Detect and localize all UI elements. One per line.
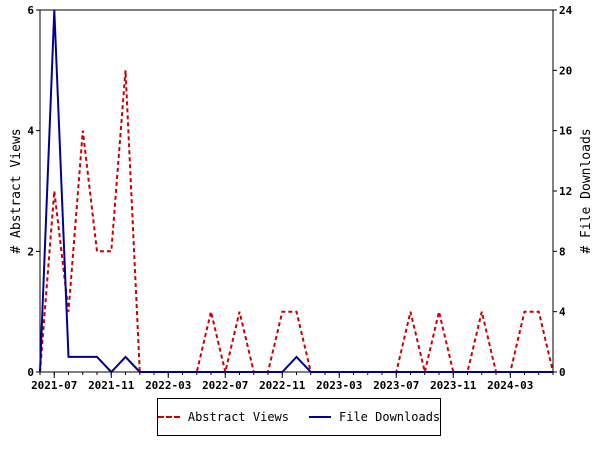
y-right-axis-title: # File Downloads xyxy=(579,128,594,253)
y-left-tick-label: 2 xyxy=(27,245,34,258)
x-tick-label: 2023-03 xyxy=(316,379,362,392)
x-tick-label: 2023-11 xyxy=(430,379,477,392)
x-tick-label: 2022-03 xyxy=(145,379,191,392)
x-tick-label: 2022-07 xyxy=(202,379,248,392)
y-right-tick-label: 12 xyxy=(559,185,572,198)
legend-item-abstract-views: Abstract Views xyxy=(157,410,289,424)
y-left-tick-label: 4 xyxy=(27,125,34,138)
series-line-abstract-views xyxy=(39,70,554,373)
legend-label-file-downloads: File Downloads xyxy=(339,410,441,424)
legend-item-file-downloads: File Downloads xyxy=(309,410,440,424)
y-right-tick-label: 24 xyxy=(559,4,573,17)
y-left-axis-title: # Abstract Views xyxy=(9,128,24,253)
y-right-tick-label: 0 xyxy=(559,366,566,379)
file-downloads-swatch xyxy=(309,416,331,418)
y-left-tick-label: 0 xyxy=(27,366,34,379)
x-tick-label: 2021-07 xyxy=(31,379,77,392)
abstract-views-swatch xyxy=(157,416,180,418)
y-right-tick-label: 8 xyxy=(559,245,566,258)
legend-label-abstract-views: Abstract Views xyxy=(187,410,289,424)
y-right-tick-label: 20 xyxy=(559,64,572,77)
y-right-tick-label: 16 xyxy=(559,125,573,138)
x-tick-label: 2023-07 xyxy=(373,379,419,392)
y-right-tick-label: 4 xyxy=(559,306,566,319)
y-left-tick-label: 6 xyxy=(27,4,34,17)
x-tick-label: 2022-11 xyxy=(259,379,306,392)
x-tick-label: 2024-03 xyxy=(487,379,533,392)
legend: Abstract Views File Downloads xyxy=(157,398,441,436)
series-line-file-downloads xyxy=(39,9,553,374)
x-tick-label: 2021-11 xyxy=(88,379,135,392)
